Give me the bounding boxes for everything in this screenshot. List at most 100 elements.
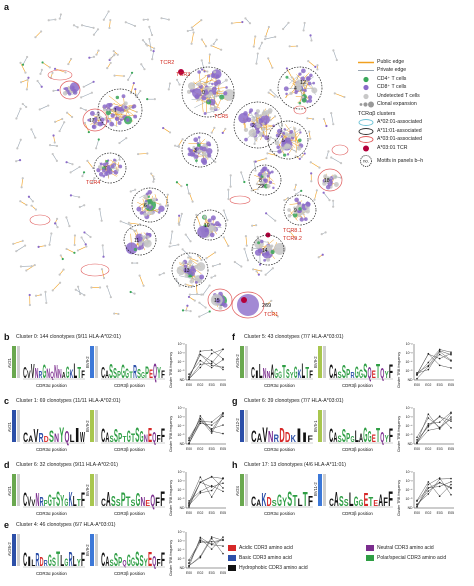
network-node (74, 234, 76, 236)
chart-ytick: 10⁻³ (178, 539, 186, 543)
network-node (195, 281, 198, 284)
network-node (244, 128, 248, 132)
network-node (88, 57, 90, 59)
network-node (300, 217, 304, 221)
network-node (258, 173, 261, 176)
network-node (267, 244, 270, 247)
network-node (54, 121, 56, 123)
network-node (308, 130, 310, 132)
chart-ytick: 10⁻³ (178, 351, 186, 355)
network-node (204, 83, 207, 86)
network-node (256, 109, 260, 113)
network-node (190, 256, 192, 258)
network-edge (104, 12, 109, 20)
network-node (143, 285, 145, 287)
network-node (93, 34, 95, 36)
network-edge (311, 162, 320, 167)
network-node (289, 45, 291, 47)
network-node (212, 265, 214, 267)
network-node (27, 77, 29, 79)
network-node (272, 267, 274, 269)
network-node (261, 42, 263, 44)
cdr3a-residue: F (81, 490, 85, 511)
cdr3a-position-label: CDR3α position (36, 447, 67, 452)
network-node (85, 243, 87, 245)
network-node (188, 82, 195, 89)
network-node (291, 133, 295, 137)
network-node (52, 289, 54, 291)
network-node (302, 96, 305, 99)
legend-basic: Basic CDR3 amino acid (228, 555, 292, 561)
neutral-swatch (366, 545, 374, 551)
network-node (243, 181, 245, 183)
network-node (264, 110, 269, 115)
label-tcr5: TCR5 (214, 114, 228, 120)
v-gene-bar (323, 474, 326, 506)
cluster-number-label: 4 (294, 86, 297, 92)
network-node (120, 118, 123, 121)
network-node (68, 225, 70, 227)
network-node (45, 302, 47, 304)
chart-xtick: E05 (220, 383, 226, 387)
network-node (323, 118, 325, 120)
network-node (29, 304, 31, 306)
cluster-number-label: 14 (262, 248, 268, 254)
network-node (80, 107, 82, 109)
legend-polar: Polar/special CDR3 amino acid (366, 555, 446, 561)
network-node (209, 92, 212, 95)
cdr3b-position-label: CDR3β position (114, 511, 145, 516)
network-node (295, 193, 297, 195)
network-node (272, 187, 274, 189)
chart-ytick: 10⁻⁴ (177, 360, 185, 364)
network-edge (138, 153, 147, 154)
network-edge (96, 140, 99, 149)
network-node (226, 219, 228, 221)
neutral-label: Neutral CDR3 amino acid (377, 545, 434, 551)
network-node (134, 248, 137, 251)
network-node (260, 270, 262, 272)
network-node (189, 294, 191, 296)
network-node (132, 106, 135, 109)
chart-ytick: 10⁻³ (178, 415, 186, 419)
network-node (139, 275, 141, 277)
chart-ytick: ND (180, 566, 185, 570)
network-node (225, 79, 228, 82)
chart-xtick: E00 (186, 383, 192, 387)
network-edge (202, 40, 206, 47)
network-edge (17, 140, 20, 149)
network-node (90, 286, 92, 288)
cluster-ring (230, 196, 250, 204)
network-node (201, 68, 203, 70)
network-node (274, 96, 276, 98)
undetected-swatch (358, 93, 374, 100)
network-node (84, 122, 86, 124)
network-node (107, 165, 110, 168)
network-node (151, 34, 153, 36)
network-node (190, 310, 192, 312)
network-node (277, 149, 281, 153)
network-node (207, 75, 210, 78)
network-node (103, 277, 105, 279)
network-node (299, 131, 301, 133)
network-node (74, 244, 76, 246)
network-node (185, 233, 187, 235)
panel-title: Cluster 6: 32 clonotypes (9/11 HLA-A*02:… (16, 462, 118, 468)
network-node (153, 47, 155, 49)
network-node (22, 103, 24, 105)
chart-xtick: E00 (414, 383, 420, 387)
legend-cd4: CD4⁺ T cells (377, 77, 406, 82)
panel-letter-b: b (4, 332, 10, 342)
network-node (298, 73, 301, 76)
cdr3b-position-label: CDR3β position (342, 383, 373, 388)
network-node (78, 196, 80, 198)
hydrophobic-label: Hydrophobic CDR3 amino acid (239, 565, 308, 571)
chart-point (211, 361, 213, 363)
network-node (269, 136, 271, 138)
v-gene-bar (12, 410, 16, 442)
network-node (24, 72, 26, 74)
network-node (133, 293, 135, 295)
chart-point (222, 536, 224, 538)
network-node (300, 156, 302, 158)
network-node (102, 256, 104, 258)
